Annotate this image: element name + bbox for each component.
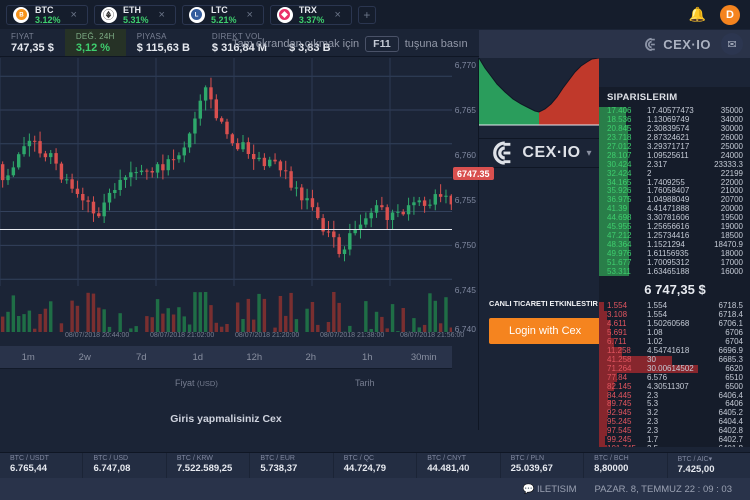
svg-text:L: L <box>195 12 199 19</box>
svg-text:B: B <box>19 12 24 19</box>
